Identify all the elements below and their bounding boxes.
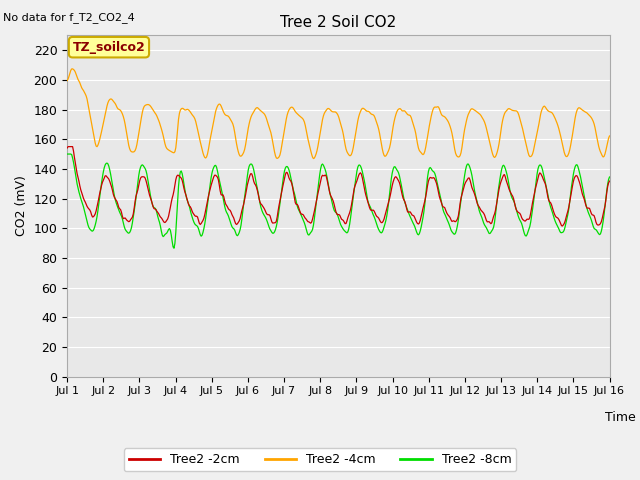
Y-axis label: CO2 (mV): CO2 (mV) xyxy=(15,176,28,237)
Text: TZ_soilco2: TZ_soilco2 xyxy=(72,41,145,54)
Text: No data for f_T2_CO2_4: No data for f_T2_CO2_4 xyxy=(3,12,135,23)
Title: Tree 2 Soil CO2: Tree 2 Soil CO2 xyxy=(280,15,396,30)
X-axis label: Time: Time xyxy=(605,411,636,424)
Legend: Tree2 -2cm, Tree2 -4cm, Tree2 -8cm: Tree2 -2cm, Tree2 -4cm, Tree2 -8cm xyxy=(124,448,516,471)
